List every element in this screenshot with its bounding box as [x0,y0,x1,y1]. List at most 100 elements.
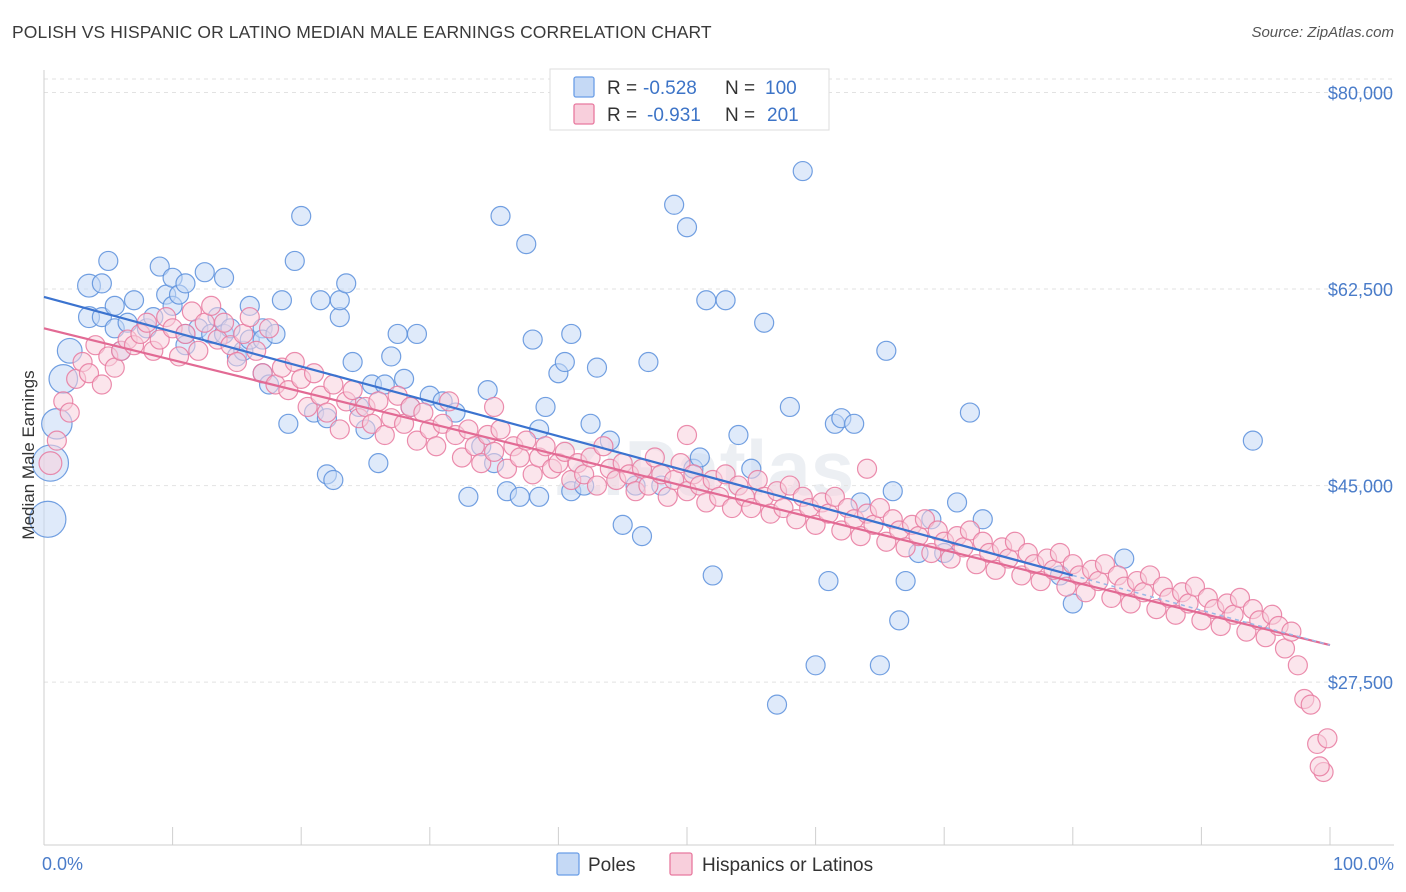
source-credit: Source: ZipAtlas.com [1251,24,1394,41]
point-hispanics-1 [46,430,67,451]
point-poles-85 [586,357,608,378]
point-poles-50 [329,307,350,328]
point-hispanics-192 [1274,638,1296,659]
trend-lines [43,295,1331,647]
point-poles-105 [805,655,826,676]
point-poles-49 [323,469,344,491]
point-hispanics-75 [522,464,543,485]
point-poles-76 [529,486,550,507]
chart-title: POLISH VS HISPANIC OR LATINO MEDIAN MALE… [12,22,712,42]
legend-label-hispanics: Hispanics or Latinos [702,855,873,876]
point-hispanics-69 [484,441,505,462]
point-poles-104 [792,160,813,182]
point-hispanics-80 [554,441,575,462]
point-hispanics-10 [104,357,125,378]
point-hispanics-161 [1075,582,1096,603]
point-hispanics-122 [824,486,845,507]
x-tick-label-max: 100.0% [1333,854,1394,874]
point-hispanics-27 [213,312,235,333]
point-hispanics-171 [1139,565,1161,586]
point-poles-0 [29,500,67,538]
point-hispanics-23 [188,340,209,361]
legend-r-value-hispanics: -0.931 [647,105,701,126]
point-hispanics-157 [1049,542,1071,564]
point-poles-96 [696,290,717,311]
point-poles-95 [689,447,710,468]
point-hispanics-50 [361,413,383,434]
point-hispanics-164 [1094,554,1116,575]
y-tick-label-1: $62,500 [1328,280,1393,300]
legend-n-label-hispanics: N = [725,105,755,126]
point-hispanics-34 [258,318,280,339]
point-poles-14 [123,290,145,311]
point-hispanics-24 [194,312,215,333]
legend-stats-swatch-hispanics [573,103,595,125]
point-hispanics-17 [149,329,170,350]
point-poles-73 [509,486,530,507]
point-poles-114 [889,610,910,631]
point-poles-92 [664,194,685,215]
x-tick-label-min: 0.0% [42,854,83,874]
point-poles-11 [104,295,125,316]
point-poles-9 [98,250,119,272]
point-poles-69 [477,380,498,401]
point-poles-43 [284,250,305,272]
point-hispanics-29 [226,351,247,373]
point-poles-89 [631,526,653,547]
trend-line-hispanics [43,327,1331,647]
point-hispanics-25 [201,295,222,316]
y-tick-label-0: $80,000 [1328,83,1393,103]
point-hispanics-30 [233,323,254,345]
point-hispanics-96 [657,486,678,507]
point-poles-102 [766,694,788,715]
point-poles-99 [728,424,749,446]
legend-r-label-hispanics: R = [607,105,637,126]
point-hispanics-6 [78,363,100,384]
point-poles-63 [406,323,428,345]
point-poles-106 [818,570,839,592]
point-poles-59 [381,346,402,367]
point-hispanics-67 [471,453,492,474]
point-hispanics-136 [914,509,936,530]
point-poles-121 [972,509,993,530]
point-hispanics-73 [509,447,530,468]
point-hispanics-41 [303,363,325,384]
legend-stats-box [549,68,830,131]
point-hispanics-115 [779,475,800,496]
legend-n-value-poles: 100 [765,78,797,99]
point-hispanics-189 [1255,627,1276,648]
point-hispanics-47 [342,380,363,401]
point-poles-26 [194,262,215,283]
point-poles-84 [580,413,601,434]
point-poles-52 [336,273,357,294]
point-hispanics-178 [1184,576,1206,597]
point-poles-71 [490,205,511,227]
point-hispanics-64 [451,447,473,468]
legend-series: Poles Hispanics or Latinos [556,852,873,876]
point-hispanics-199 [1317,728,1338,749]
point-hispanics-201 [484,396,505,418]
legend-label-poles: Poles [588,855,636,876]
point-poles-80 [554,351,575,373]
point-hispanics-45 [329,419,350,440]
point-hispanics-40 [297,396,318,418]
point-poles-125 [1242,430,1263,451]
point-poles-97 [702,565,723,586]
point-poles-67 [458,486,479,507]
legend-stats-swatch-poles [573,76,595,98]
point-hispanics-200 [1309,756,1330,777]
point-poles-115 [895,570,916,592]
point-poles-46 [310,290,331,311]
point-poles-41 [271,290,293,311]
point-hispanics-129 [869,497,891,519]
point-hispanics-0 [38,451,63,476]
point-poles-124 [1114,548,1135,569]
point-poles-93 [676,217,698,238]
point-hispanics-194 [1287,655,1308,676]
point-hispanics-52 [374,424,395,446]
point-poles-103 [779,396,800,418]
legend-swatch-hispanics [669,852,693,876]
point-hispanics-65 [458,419,479,440]
point-hispanics-168 [1120,593,1141,614]
